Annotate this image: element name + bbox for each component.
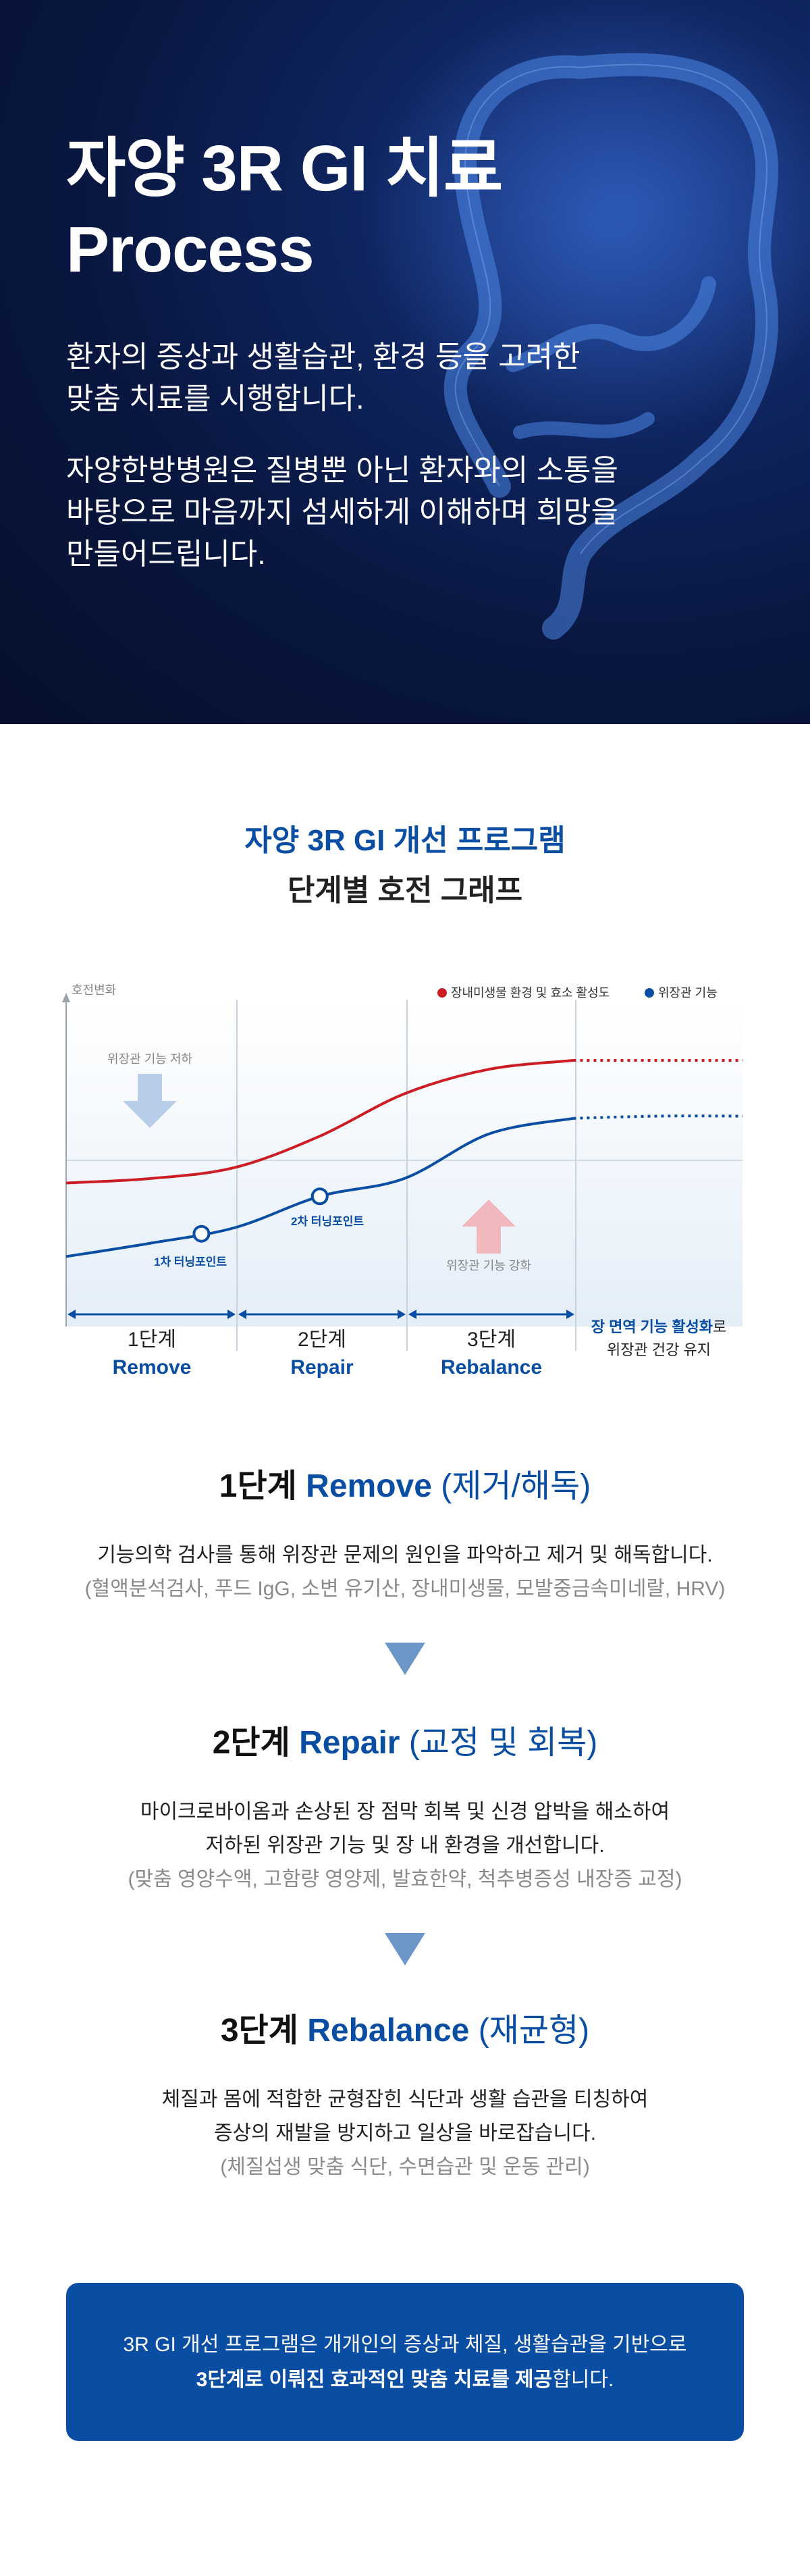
step-2-heading: 2단계 Repair (교정 및 회복) (212, 1725, 598, 1761)
summary-box: 3R GI 개선 프로그램은 개개인의 증상과 체질, 생활습관을 기반으로 3… (66, 2283, 744, 2441)
turning-point-1-marker (192, 1225, 211, 1243)
turning-point-1-label: 1차 터닝포인트 (154, 1256, 227, 1268)
hero-title-line1: 자양 3R GI 치료 (66, 132, 503, 205)
stage-2-label: 2단계 (298, 1329, 346, 1351)
step-1-description: 기능의학 검사를 통해 위장관 문제의 원인을 파악하고 제거 및 해독합니다.… (0, 1539, 810, 1606)
hero-banner: 자양 3R GI 치료 Process 환자의 증상과 생활습관, 환경 등을 … (0, 0, 810, 724)
stage-2-name: Repair (290, 1356, 354, 1379)
final-note-line2: 위장관 건강 유지 (607, 1341, 711, 1358)
stage-1-label: 1단계 (128, 1329, 176, 1351)
step-1-sub: (혈액분석검사, 푸드 IgG, 소변 유기산, 장내미생물, 모발중금속미네랄… (84, 1578, 726, 1600)
step-3-description: 체질과 몸에 적합한 균형잡힌 식단과 생활 습관을 티칭하여 증상의 재발을 … (0, 2083, 810, 2184)
legend-marker-blue (645, 988, 654, 998)
step-2-description: 마이크로바이옴과 손상된 장 점막 회복 및 신경 압박을 해소하여 저하된 위… (0, 1795, 810, 1897)
graph-subtitle: 단계별 호전 그래프 (287, 874, 523, 907)
hero-title: 자양 3R GI 치료 Process (66, 128, 503, 290)
decline-label: 위장관 기능 저하 (107, 1052, 192, 1066)
series-projection-2 (573, 1114, 743, 1120)
legend-label-blue: 위장관 기능 (658, 986, 718, 1000)
legend-label-red: 장내미생물 환경 및 효소 활성도 (451, 986, 610, 1000)
final-note-line1: 장 면역 기능 활성화로 (591, 1318, 727, 1335)
y-axis-arrow (62, 993, 70, 1002)
y-axis-label: 호전변화 (72, 983, 116, 997)
step-1-heading: 1단계 Remove (제거/해독) (219, 1468, 591, 1504)
strengthen-arrow-icon (462, 1200, 516, 1254)
hero-description-2: 자양한방병원은 질병뿐 아닌 환자와의 소통을 바탕으로 마음까지 섬세하게 이… (66, 454, 619, 571)
stage-1-name: Remove (113, 1356, 192, 1379)
stage-3-label: 3단계 (467, 1329, 516, 1351)
summary-line1: 3R GI 개선 프로그램은 개개인의 증상과 체질, 생활습관을 기반으로 (123, 2334, 687, 2356)
step-3-heading: 3단계 Rebalance (재균형) (220, 2013, 590, 2049)
stage-arrows (68, 1310, 574, 1319)
plot-background (66, 1000, 742, 1326)
legend-marker-red (437, 988, 447, 998)
stage-3-name: Rebalance (441, 1356, 542, 1379)
down-arrow-icon (385, 1643, 425, 1675)
step-2-sub: (맞춤 영양수액, 고함량 영양제, 발효한약, 척추병증성 내장증 교정) (128, 1868, 682, 1890)
turning-point-2-marker (310, 1187, 329, 1206)
summary-line2-bold: 3단계로 이뤄진 효과적인 맞춤 치료를 제공 (196, 2369, 553, 2391)
series-line-1 (65, 1059, 574, 1185)
hero-title-line2: Process (66, 213, 315, 286)
summary-line2-rest: 합니다. (552, 2369, 614, 2391)
down-arrow-icon (385, 1933, 425, 1965)
series-layer (65, 1059, 743, 1258)
hero-description-1: 환자의 증상과 생활습관, 환경 등을 고려한 맞춤 치료를 시행합니다. (66, 340, 580, 415)
improvement-chart: 호전변화 장내미생물 환경 및 효소 활성도 위장관 기능 위장관 기능 저하 … (62, 983, 743, 1379)
step-3-sub: (체질섭생 맞춤 식단, 수면습관 및 운동 관리) (220, 2156, 590, 2178)
intestine-illustration (364, 0, 810, 640)
decline-arrow-icon (123, 1074, 177, 1128)
turning-point-2-label: 2차 터닝포인트 (291, 1215, 364, 1228)
strengthen-label: 위장관 기능 강화 (446, 1259, 531, 1272)
program-title: 자양 3R GI 개선 프로그램 (244, 824, 566, 857)
